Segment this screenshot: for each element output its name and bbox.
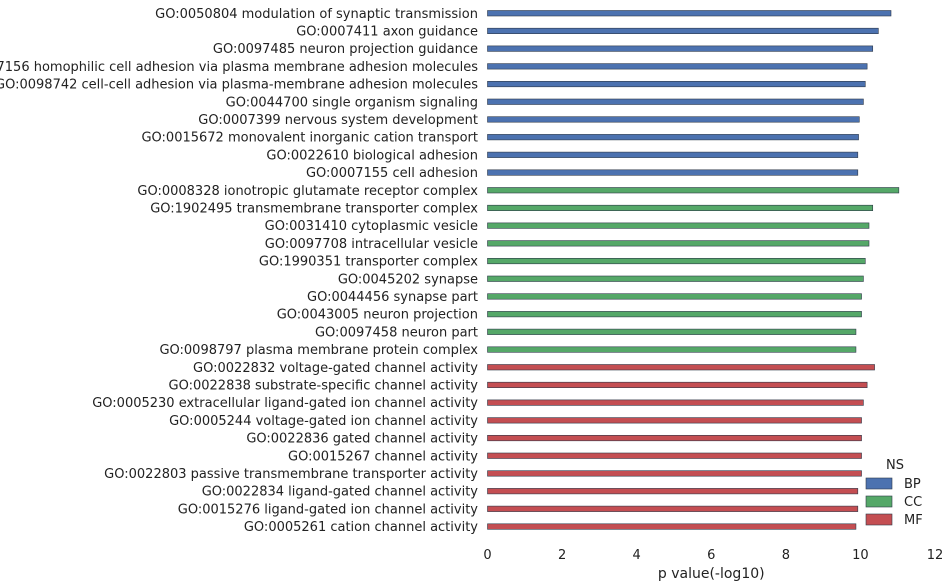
legend-swatch-bp [865, 477, 893, 490]
legend-swatch-mf [865, 513, 893, 526]
category-label: GO:0050804 modulation of synaptic transm… [155, 7, 478, 22]
category-label: GO:0097485 neuron projection guidance [213, 42, 478, 57]
category-label: GO:0007399 nervous system development [198, 113, 478, 128]
category-label: GO:0031410 cytoplasmic vesicle [265, 219, 478, 234]
bar-mf [487, 505, 859, 512]
bar-cc [487, 346, 857, 353]
category-label: GO:0022838 substrate-specific channel ac… [169, 378, 479, 393]
bar-bp [487, 10, 892, 17]
category-label: GO:0015267 channel activity [288, 449, 478, 464]
bar-cc [487, 240, 870, 247]
legend-title: NS [886, 458, 904, 473]
bar-bp [487, 98, 864, 105]
category-label: GO:0015672 monovalent inorganic cation t… [141, 131, 478, 146]
legend-label: MF [904, 513, 923, 528]
category-label: GO:0044456 synapse part [307, 290, 478, 305]
bar-bp [487, 169, 859, 176]
category-label: GO:0005261 cation channel activity [244, 520, 478, 535]
bar-bp [487, 45, 874, 52]
category-label: GO:0007156 homophilic cell adhesion via … [0, 60, 478, 75]
category-label: GO:0097458 neuron part [315, 325, 478, 340]
bar-mf [487, 399, 864, 406]
bar-cc [487, 311, 862, 318]
category-label: GO:0044700 single organism signaling [226, 95, 478, 110]
bar-cc [487, 222, 870, 229]
category-label: GO:0022803 passive transmembrane transpo… [104, 467, 478, 482]
category-label: GO:0097708 intracellular vesicle [265, 237, 478, 252]
category-label: GO:0007411 axon guidance [296, 24, 478, 39]
bar-mf [487, 452, 862, 459]
bar-mf [487, 381, 868, 389]
bar-cc [487, 328, 857, 335]
x-tick-label: 10 [852, 548, 869, 563]
category-labels: GO:0050804 modulation of synaptic transm… [0, 7, 478, 535]
bar-mf [487, 434, 862, 442]
bar-bp [487, 134, 859, 141]
category-label: GO:0005244 voltage-gated ion channel act… [169, 414, 478, 429]
bar-cc [487, 293, 862, 300]
bar-mf [487, 470, 862, 477]
legend-swatch-cc [865, 495, 893, 508]
bar-cc [487, 204, 874, 211]
x-tick-label: 2 [558, 548, 566, 563]
category-label: GO:0022836 gated channel activity [246, 432, 478, 447]
x-tick-label: 8 [782, 548, 790, 563]
category-label: GO:0015276 ligand-gated ion channel acti… [178, 502, 479, 517]
category-label: GO:0098797 plasma membrane protein compl… [159, 343, 478, 358]
bar-bp [487, 81, 866, 88]
bar-cc [487, 275, 864, 282]
category-label: GO:0045202 synapse [338, 272, 478, 287]
category-label: GO:0007155 cell adhesion [306, 166, 478, 181]
bar-mf [487, 488, 859, 495]
category-label: GO:0098742 cell-cell adhesion via plasma… [0, 78, 478, 93]
bar-bp [487, 151, 859, 158]
x-tick-label: 6 [707, 548, 715, 563]
bar-mf [487, 417, 862, 424]
bars-layer [487, 10, 900, 530]
legend-label: BP [904, 477, 921, 492]
x-tick-label: 0 [483, 548, 491, 563]
bar-mf [487, 364, 875, 371]
category-label: GO:0008328 ionotropic glutamate receptor… [137, 184, 478, 199]
x-axis: 0 2 4 6 8 10 12 [483, 548, 943, 563]
category-label: GO:0022834 ligand-gated channel activity [202, 485, 479, 500]
bar-mf [487, 523, 857, 530]
bar-bp [487, 116, 860, 123]
category-label: GO:1902495 transmembrane transporter com… [150, 201, 478, 216]
category-label: GO:0043005 neuron projection [277, 308, 478, 323]
x-tick-label: 12 [927, 548, 944, 563]
legend: NS BP CC MF [865, 458, 923, 528]
bar-cc [487, 187, 900, 194]
category-label: GO:0005230 extracellular ligand-gated io… [92, 396, 478, 411]
x-tick-label: 4 [633, 548, 641, 563]
category-label: GO:0022832 voltage-gated channel activit… [193, 361, 478, 376]
category-label: GO:0022610 biological adhesion [266, 148, 478, 163]
x-axis-title: p value(-log10) [658, 566, 765, 582]
legend-label: CC [904, 495, 922, 510]
bar-bp [487, 63, 868, 70]
category-label: GO:1990351 transporter complex [259, 255, 478, 270]
bar-cc [487, 257, 866, 265]
bar-bp [487, 27, 879, 35]
